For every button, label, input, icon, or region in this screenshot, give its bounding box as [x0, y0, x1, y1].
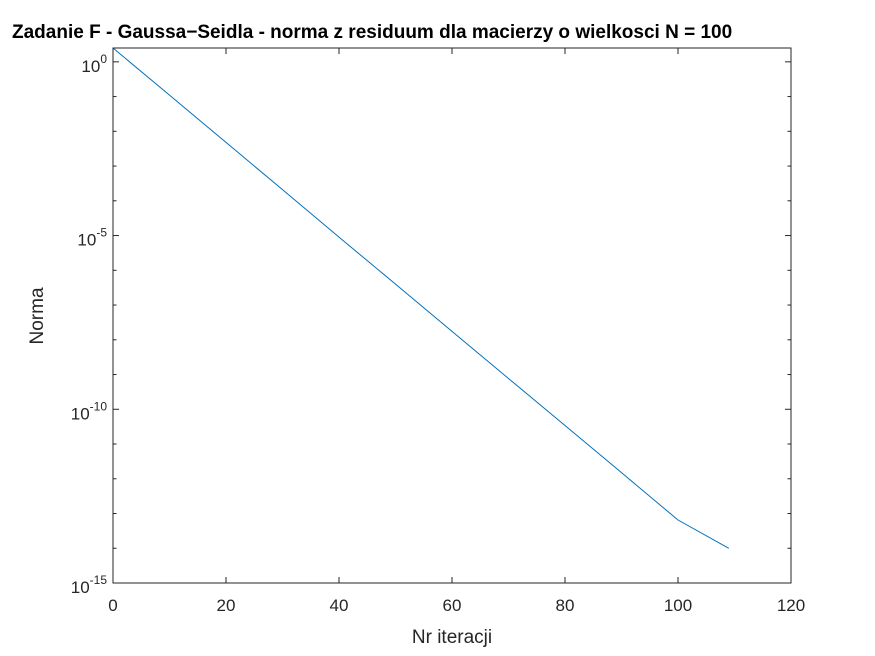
y-axis-label: Norma	[27, 287, 48, 344]
x-tick-label: 40	[330, 596, 349, 615]
y-tick-base: 10	[71, 578, 90, 597]
y-tick-label: 10-10	[71, 399, 108, 423]
x-tick-label: 120	[777, 596, 805, 615]
y-tick-exponent: -5	[96, 226, 107, 240]
x-tick-label: 0	[108, 596, 117, 615]
chart-title: Zadanie F - Gaussa−Seidla - norma z resi…	[12, 22, 732, 43]
series-line	[112, 47, 730, 549]
x-tick-label: 20	[217, 596, 236, 615]
y-tick-exponent: -10	[90, 399, 108, 413]
x-tick-label: 60	[443, 596, 462, 615]
y-tick-exponent: 0	[100, 52, 107, 66]
y-tick-base: 10	[77, 231, 96, 250]
plot-area	[113, 48, 791, 583]
y-tick-label: 100	[81, 52, 107, 76]
y-tick-base: 10	[71, 404, 90, 423]
series-layer	[112, 47, 730, 549]
y-tick-label: 10-15	[71, 573, 108, 597]
y-tick-label: 10-5	[77, 226, 107, 250]
x-tick-label: 100	[664, 596, 692, 615]
axes-box	[112, 47, 792, 584]
x-tick-label: 80	[556, 596, 575, 615]
x-axis-label: Nr iteracji	[412, 627, 492, 648]
y-tick-base: 10	[81, 57, 100, 76]
y-tick-exponent: -15	[90, 573, 108, 587]
